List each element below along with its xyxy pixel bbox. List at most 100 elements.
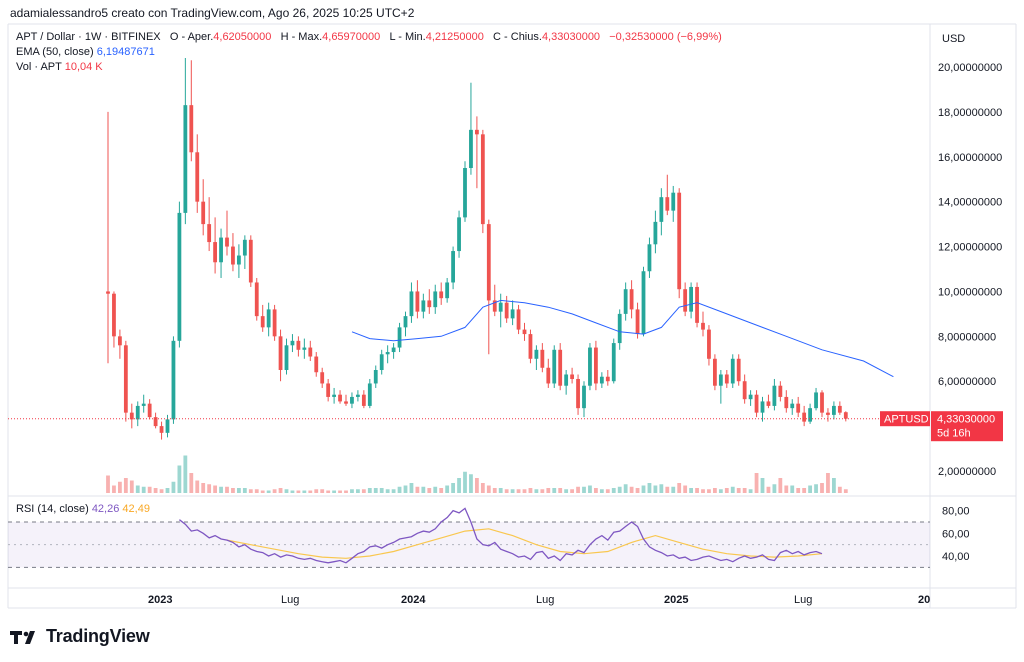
candle-body [641,271,646,335]
candle-body [106,291,110,294]
candle-body [427,300,432,308]
volume-bar [695,488,699,493]
volume-bar [653,485,658,493]
candle-body [385,352,390,355]
volume-bar [683,485,688,493]
volume-bar [605,489,610,493]
volume-bar [445,485,450,493]
volume-bar [326,490,331,493]
ema-row[interactable]: EMA (50, close) 6,19487671 [16,45,722,60]
volume-bar [320,489,325,493]
volume-bar [510,489,515,493]
volume-bar [367,488,372,493]
badge-symbol: APTUSD [884,414,929,426]
candle-body [528,334,533,359]
candle-body [260,316,265,328]
candle-body [237,255,241,265]
volume-bar [522,489,527,493]
candle-body [171,340,176,420]
candle-body [314,356,319,373]
candles [106,58,848,440]
volume-row[interactable]: Vol · APT 10,04 K [16,60,722,75]
rsi-tick: 40,00 [942,551,970,563]
badge-countdown: 5d 16h [937,428,971,440]
candle-body [159,426,164,433]
price-badge: APTUSD 4,33030000 5d 16h [880,411,1003,442]
volume-bar [350,489,354,493]
volume-bar [665,486,670,493]
volume-bar [463,471,467,493]
candle-body [433,291,438,308]
volume-bar [159,489,164,493]
volume-bar [397,486,402,493]
candle-body [718,374,723,386]
candle-body [796,403,801,413]
candle-body [201,201,206,225]
volume-bar [742,488,747,493]
volume-bar [760,478,765,493]
rsi-line [179,507,823,564]
volume-bar [415,486,420,493]
volume-bar [820,483,824,493]
volume-bar [790,485,795,493]
candle-body [486,224,491,301]
volume-bar [677,483,682,493]
volume-bar [135,485,140,493]
candle-body [760,401,765,413]
candle-body [617,313,622,344]
candle-body [290,340,295,346]
volume-bar [141,486,146,493]
rsi-legend[interactable]: RSI (14, close) 42,26 42,49 [16,503,150,515]
volume-bar [284,489,289,493]
volume-bar [457,478,461,493]
currency-label[interactable]: USD [942,33,965,45]
ema-value: 6,19487671 [96,46,155,58]
candle-body [504,302,509,319]
volume-bar [248,489,253,493]
symbol-info[interactable]: APT / Dollar · 1W · BITFINEX [16,31,161,43]
volume-bar [832,478,836,493]
volume-bar [629,486,634,493]
candle-body [588,347,592,386]
rsi-tick: 60,00 [942,528,970,540]
volume-bar [552,488,557,493]
time-tick-2023: 2023 [148,594,172,606]
tradingview-brand[interactable]: TradingView [10,626,150,647]
open-value: 4,62050000 [213,31,272,43]
candle-body [177,212,182,341]
rsi-ma-line [226,528,823,559]
candle-body [469,129,473,168]
volume-bar [599,489,604,493]
candle-body [820,392,824,413]
volume-bar [736,488,741,493]
close-label: C - Chius. [493,31,542,43]
volume-bar [183,455,188,493]
volume-bar [356,489,360,493]
low-label: L - Min. [389,31,426,43]
volume-bar [724,488,729,493]
candle-body [748,394,753,400]
volume-bar [492,488,497,493]
volume-bar [528,488,533,493]
chart-legend: APT / Dollar · 1W · BITFINEX O - Aper.4,… [16,30,722,75]
candle-body [379,354,384,370]
badge-price: 4,33030000 [937,414,995,426]
volume-bar [843,489,848,493]
volume-bar [754,473,759,493]
candle-body [611,343,616,382]
candle-body [594,347,598,384]
open-label: O - Aper. [169,31,214,43]
volume-bar [344,490,348,493]
candle-body [558,349,563,386]
volume-bar [123,478,128,493]
candle-body [296,340,301,350]
volume-bar [772,484,777,493]
volume-bar [266,490,271,493]
rsi-ma-value: 42,49 [122,503,150,515]
volume-bar [118,481,122,493]
candle-body [564,374,569,386]
candle-body [516,309,521,330]
candle-body [605,376,610,382]
volume-bar [225,486,229,493]
